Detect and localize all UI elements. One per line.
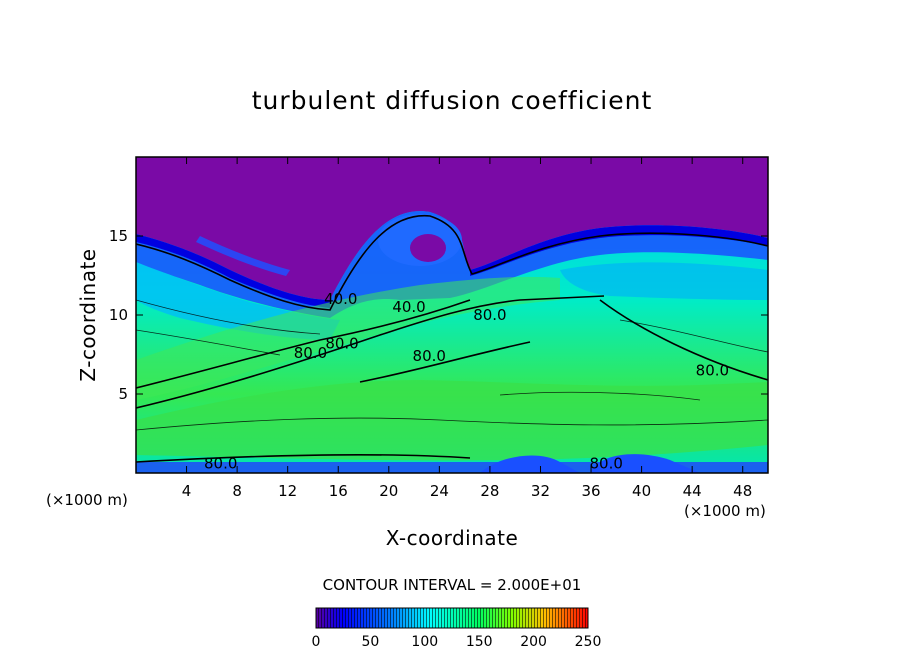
colorbar-tick-label: 250 (575, 634, 602, 650)
colorbar-tick-label: 200 (520, 634, 547, 650)
y-tick-label: 10 (109, 306, 128, 324)
x-tick-label: 32 (531, 482, 550, 500)
contour-label: 80.0 (413, 347, 446, 365)
x-tick-label: 40 (632, 482, 651, 500)
contour-label: 40.0 (392, 298, 425, 316)
x-tick-label: 48 (733, 482, 752, 500)
colorbar: 0 50 100 150 200 250 (312, 607, 602, 650)
contour-label: 80.0 (696, 361, 729, 379)
contour-label: 80.0 (473, 306, 506, 324)
colorbar-tick-label: 100 (411, 634, 438, 650)
x-axis: 4 8 12 16 20 24 28 32 36 40 44 48 (182, 157, 752, 500)
x-tick-label: 20 (379, 482, 398, 500)
contour-interval-label: CONTOUR INTERVAL = 2.000E+01 (322, 576, 582, 594)
contour-label: 40.0 (324, 290, 357, 308)
y-tick-label: 5 (118, 385, 128, 403)
heatmap-field (136, 157, 768, 473)
colorbar-frame (315, 607, 589, 629)
x-axis-label: X-coordinate (385, 526, 519, 550)
contour-label: 80.0 (590, 455, 623, 473)
colorbar-tick-label: 0 (312, 634, 321, 650)
x-tick-label: 28 (480, 482, 499, 500)
x-tick-label: 16 (329, 482, 348, 500)
x-tick-label: 44 (683, 482, 702, 500)
colorbar-tick-label: 150 (466, 634, 493, 650)
colorbar-bins (316, 608, 588, 628)
x-unit-label-left: (×1000 m) (46, 491, 128, 509)
contour-label: 80.0 (325, 334, 358, 352)
x-tick-label: 12 (278, 482, 297, 500)
contour-label: 80.0 (294, 344, 327, 362)
contour-label: 80.0 (204, 455, 237, 473)
x-unit-label-right: (×1000 m) (684, 502, 766, 520)
colorbar-tick-label: 50 (361, 634, 379, 650)
y-axis-label: Z-coordinate (76, 248, 100, 382)
chart-title: turbulent diffusion coefficient (251, 86, 653, 115)
contour-labels: 40.0 40.0 80.080.080.080.080.080.0 80.0 (204, 290, 729, 472)
y-axis: 5 10 15 (109, 227, 768, 403)
x-tick-label: 4 (182, 482, 192, 500)
x-tick-label: 36 (581, 482, 600, 500)
x-tick-label: 8 (232, 482, 242, 500)
y-tick-label: 15 (109, 227, 128, 245)
x-tick-label: 24 (430, 482, 449, 500)
